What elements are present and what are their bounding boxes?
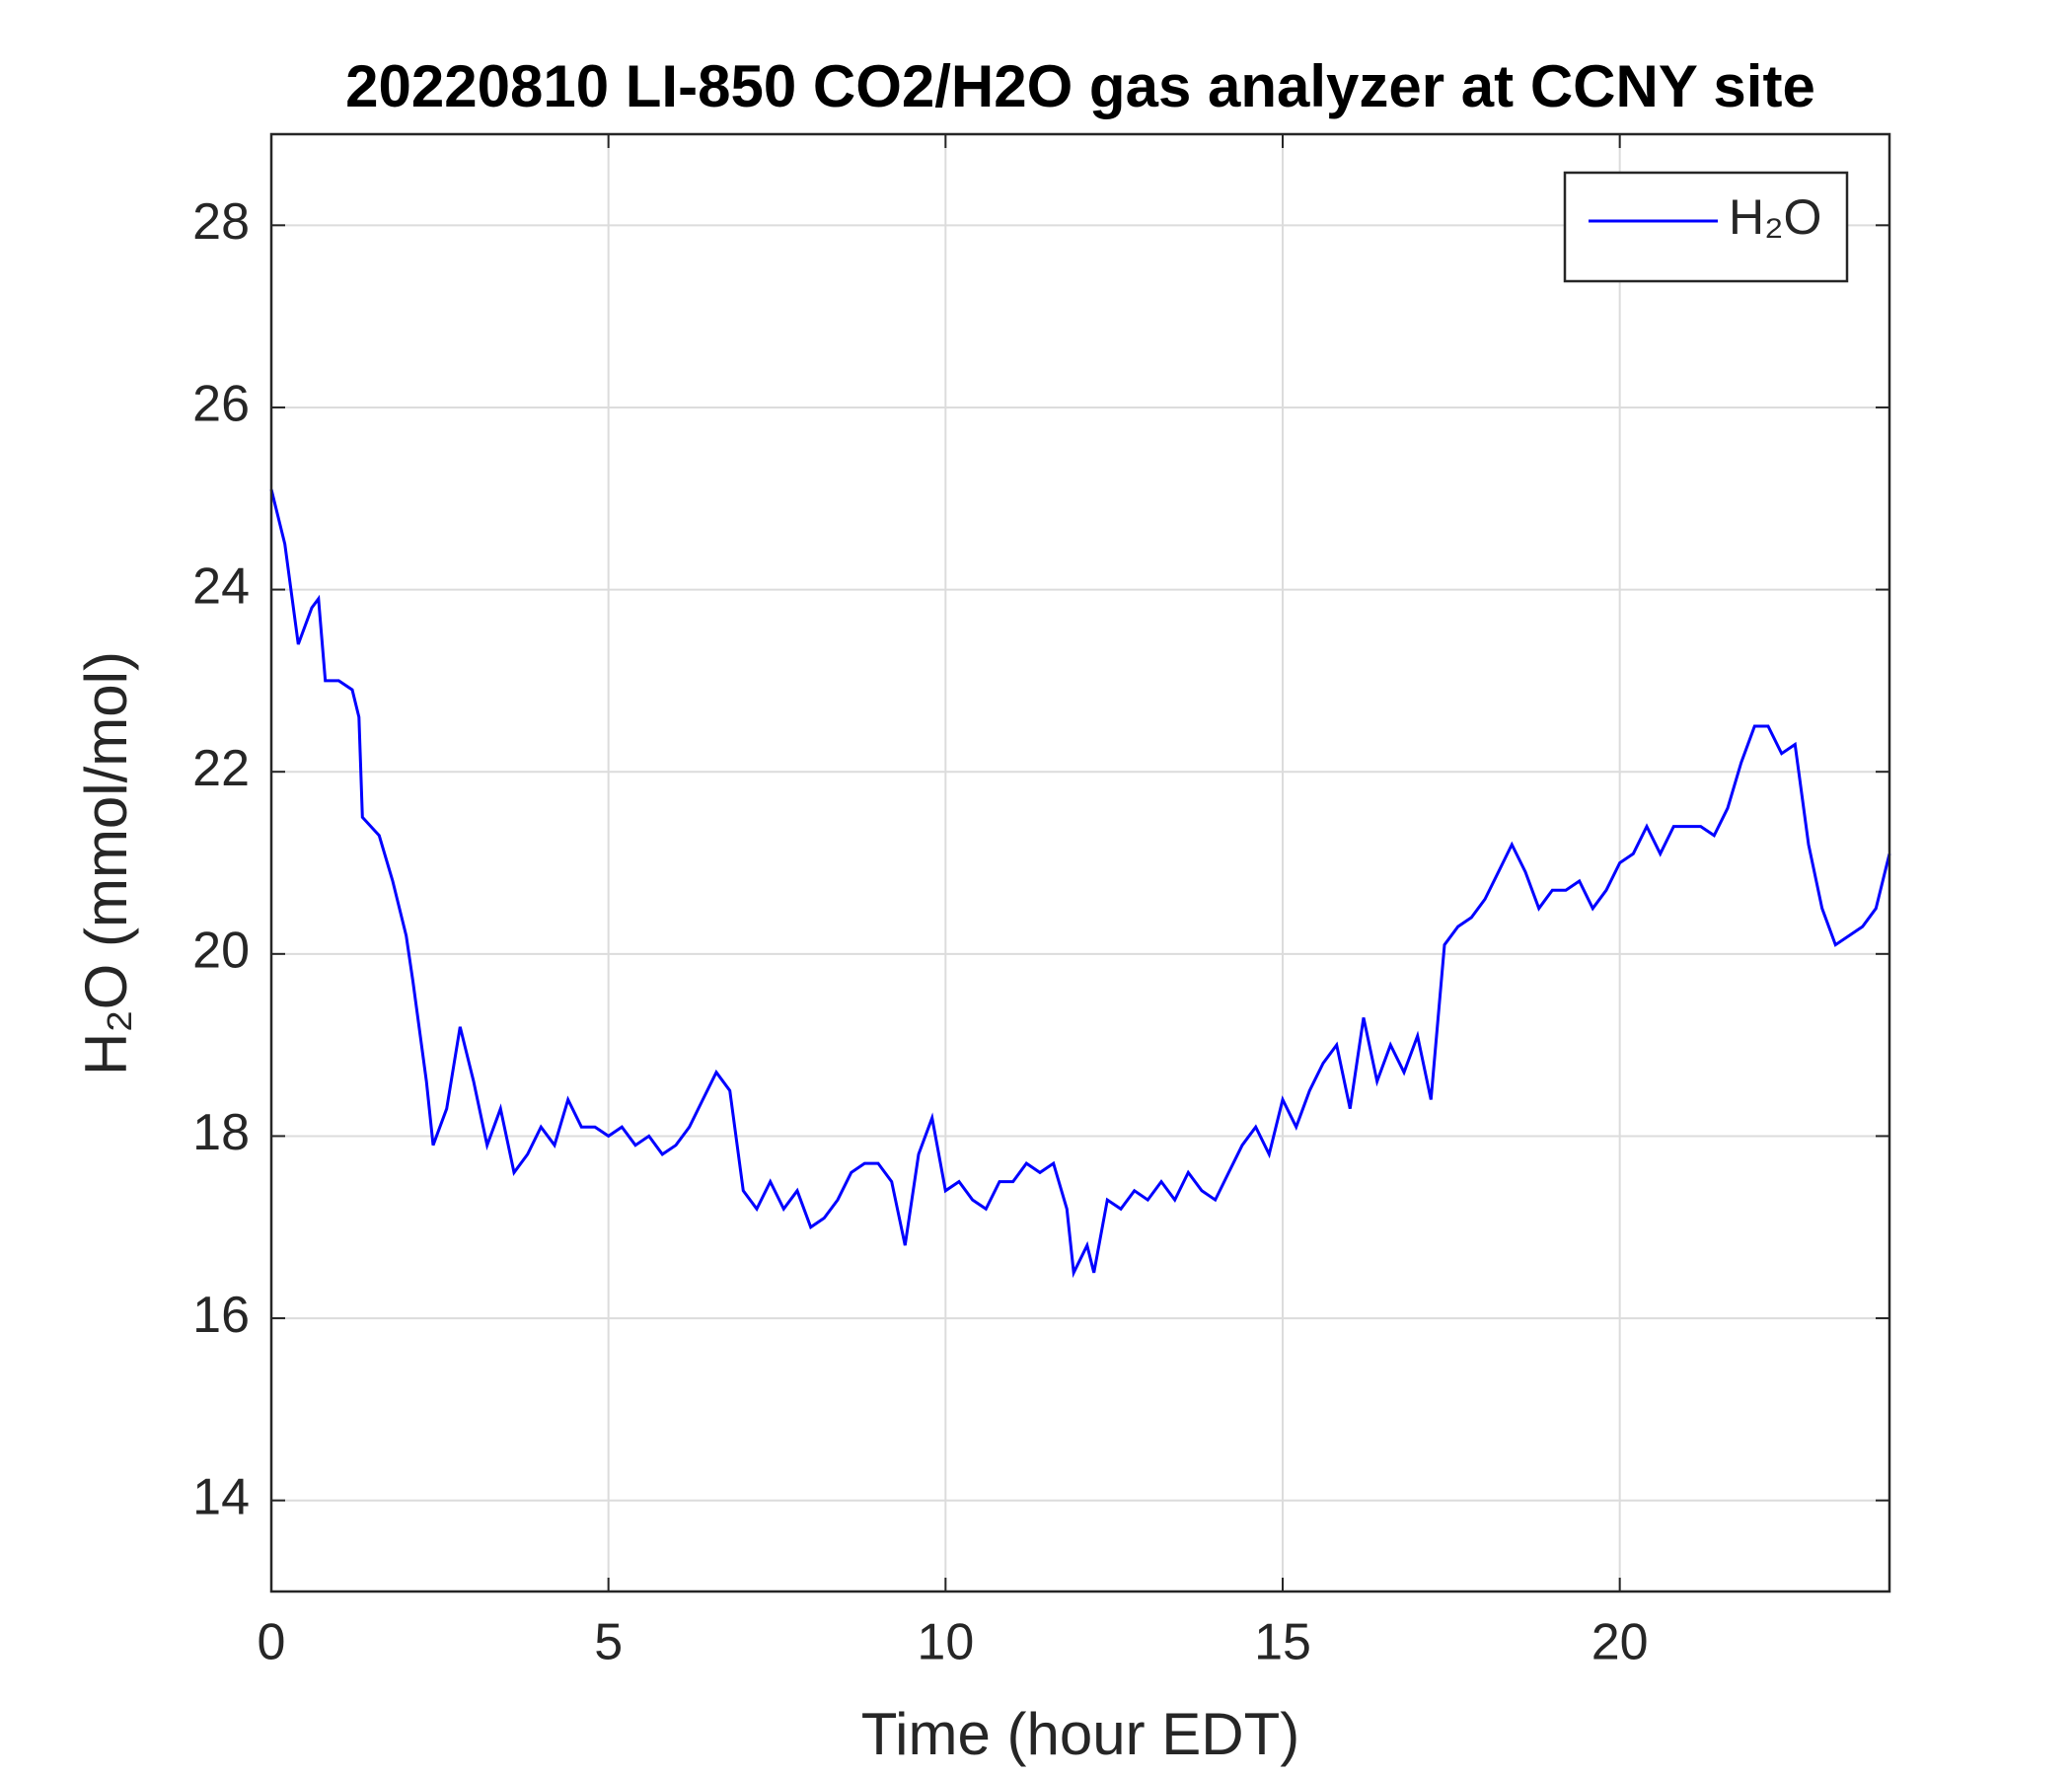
x-tick-label: 20 <box>1591 1614 1649 1671</box>
x-tick-label: 0 <box>258 1614 286 1671</box>
x-axis-label: Time (hour EDT) <box>861 1701 1300 1767</box>
y-axis-label: H₂O (mmol/mol) <box>73 651 139 1075</box>
y-tick-label: 26 <box>192 376 250 433</box>
y-tick-label: 18 <box>192 1104 250 1161</box>
axes-box <box>269 132 1891 1593</box>
legend-label: H₂O <box>1729 189 1821 245</box>
y-tick-label: 14 <box>192 1468 250 1525</box>
y-tick-label: 28 <box>192 193 250 251</box>
y-tick-label: 20 <box>192 923 250 980</box>
y-tick-label: 16 <box>192 1287 250 1344</box>
chart-title: 20220810 LI-850 CO2/H2O gas analyzer at … <box>345 53 1815 119</box>
data-line <box>269 488 1891 1279</box>
x-tick-label: 10 <box>917 1614 974 1671</box>
y-tick-label: 22 <box>192 740 250 797</box>
x-tick-label: 5 <box>594 1614 623 1671</box>
y-tick-label: 24 <box>192 557 250 615</box>
legend-box <box>1563 171 1849 283</box>
x-tick-label: 15 <box>1254 1614 1311 1671</box>
